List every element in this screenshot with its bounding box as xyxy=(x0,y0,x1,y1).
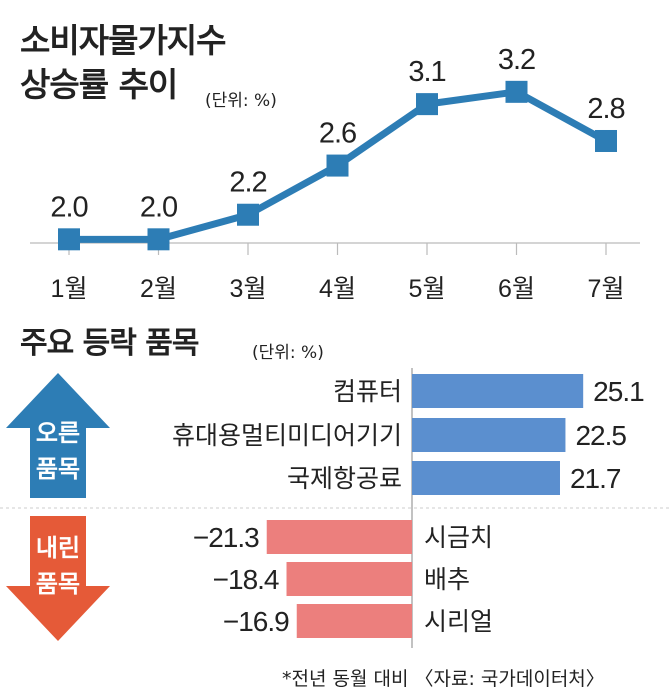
bar-item-name: 휴대용멀티미디어기기 xyxy=(172,422,402,450)
bar-value-label: 25.1 xyxy=(593,376,644,407)
data-point-marker xyxy=(505,80,528,103)
x-tick-label: 5월 xyxy=(409,275,446,303)
line-chart: 2.0 2.0 2.2 2.6 3.1 3.2 2.8 1월 2월 3월 4월 5월 6월 7월 xyxy=(30,44,640,303)
up-arrow-icon: 오른 품목 xyxy=(6,373,110,498)
data-point-marker xyxy=(237,203,259,226)
data-value-label: 2.6 xyxy=(319,118,356,150)
data-point-marker xyxy=(595,129,617,152)
bar-chart-title: 주요 등락 품목 xyxy=(20,326,199,361)
line-chart-title-line1: 소비자물가지수 xyxy=(20,21,227,60)
data-value-label: 2.8 xyxy=(587,93,624,125)
data-point-marker xyxy=(326,154,349,177)
rise-bar xyxy=(412,418,566,452)
bar-value-label: 21.7 xyxy=(570,463,621,494)
x-tick-label: 1월 xyxy=(51,275,88,303)
bar-chart-bars: 컴퓨터 25.1 휴대용멀티미디어기기 22.5 국제항공료 21.7 시금치 −21.3 배추… xyxy=(172,374,645,638)
bar-value-label: −21.3 xyxy=(193,522,259,553)
rise-group-label-line1: 오른 xyxy=(36,420,80,447)
data-value-label: 3.1 xyxy=(408,56,445,88)
line-chart-x-labels: 1월 2월 3월 4월 5월 6월 7월 xyxy=(51,275,625,303)
data-value-label: 2.0 xyxy=(50,191,87,223)
fall-group-label-line1: 내린 xyxy=(36,535,80,562)
rise-group-label-line2: 품목 xyxy=(36,456,80,483)
down-arrow-icon: 내린 품목 xyxy=(6,516,110,641)
bar-item-name: 시리얼 xyxy=(424,608,493,636)
line-chart-title-line2: 상승률 추이 xyxy=(20,65,178,104)
line-chart-markers xyxy=(58,80,617,251)
data-point-marker xyxy=(58,228,80,251)
bar-item-name: 배추 xyxy=(424,566,470,594)
x-tick-label: 4월 xyxy=(319,275,356,303)
footnote: *전년 동월 대비 〈자료: 국가데이터처〉 xyxy=(282,668,605,690)
data-value-label: 3.2 xyxy=(498,44,535,76)
bar-value-label: −18.4 xyxy=(213,564,279,595)
bar-item-name: 시금치 xyxy=(424,524,493,552)
data-value-label: 2.2 xyxy=(229,167,266,199)
bar-item-name: 컴퓨터 xyxy=(333,378,402,406)
bar-value-label: −16.9 xyxy=(223,606,289,637)
fall-bar xyxy=(286,562,412,596)
bar-value-label: 22.5 xyxy=(575,420,626,451)
bar-chart: 오른 품목 내린 품목 컴퓨터 25.1 휴대용멀티미디어기기 22.5 국제항공료 21… xyxy=(0,368,671,648)
line-chart-unit: (단위: %) xyxy=(205,91,277,111)
line-chart-value-labels: 2.0 2.0 2.2 2.6 3.1 3.2 2.8 xyxy=(50,44,625,223)
rise-bar xyxy=(412,461,560,495)
x-tick-label: 2월 xyxy=(140,275,177,303)
data-point-marker xyxy=(147,228,170,251)
fall-bar xyxy=(266,520,412,554)
fall-group-label-line2: 품목 xyxy=(36,571,80,598)
rise-bar xyxy=(412,374,584,408)
bar-chart-unit: (단위: %) xyxy=(252,343,324,363)
data-point-marker xyxy=(416,93,438,116)
bar-item-name: 국제항공료 xyxy=(287,465,402,493)
x-tick-label: 3월 xyxy=(230,275,267,303)
x-tick-label: 6월 xyxy=(498,275,535,303)
x-tick-label: 7월 xyxy=(588,275,625,303)
data-value-label: 2.0 xyxy=(140,191,177,223)
fall-bar xyxy=(296,604,412,638)
